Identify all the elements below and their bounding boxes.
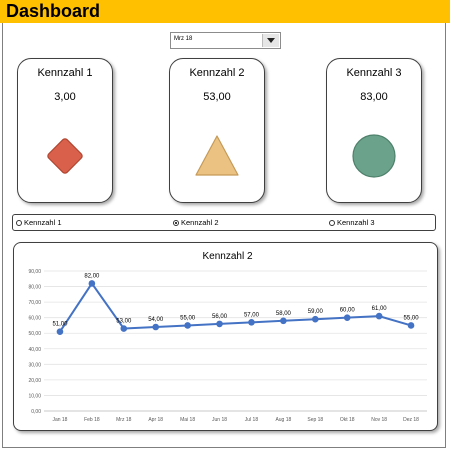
x-tick-label: Dez 18 xyxy=(403,417,419,423)
dashboard-frame xyxy=(2,23,446,448)
chart-title: Kennzahl 2 xyxy=(202,251,252,262)
data-label: 53,00 xyxy=(116,319,132,325)
y-tick-label: 0,00 xyxy=(31,409,41,415)
x-tick-label: Okt 18 xyxy=(340,417,355,423)
line-chart: Kennzahl 2 0,00 10,00 20,00 30,00 40,00 50,00 6… xyxy=(28,251,427,423)
data-point xyxy=(311,315,319,323)
x-tick-label: Nov 18 xyxy=(371,417,387,423)
y-tick-label: 30,00 xyxy=(28,362,41,368)
circle-icon xyxy=(352,134,396,178)
series-line xyxy=(59,281,412,333)
diamond-icon xyxy=(47,138,83,174)
y-tick-label: 70,00 xyxy=(28,300,41,306)
y-tick-label: 60,00 xyxy=(28,316,41,322)
data-label: 82,00 xyxy=(84,273,100,279)
data-point xyxy=(184,322,191,329)
data-point xyxy=(343,314,351,321)
x-tick-label: Jun 18 xyxy=(212,417,227,423)
data-label: 56,00 xyxy=(212,314,228,320)
data-label: 55,00 xyxy=(180,315,196,321)
y-tick-label: 10,00 xyxy=(28,393,41,399)
chart-panel: Kennzahl 2 0,00 10,00 20,00 30,00 40,00 50,00 6… xyxy=(13,242,438,431)
data-point xyxy=(120,325,128,332)
y-tick-label: 80,00 xyxy=(28,285,41,291)
x-tick-label: Mrz 18 xyxy=(116,417,131,423)
data-label: 57,00 xyxy=(244,312,260,318)
kennzahl-radio-group: Kennzahl 1 Kennzahl 2 Kennzahl 3 xyxy=(12,214,436,231)
data-label: 61,00 xyxy=(372,306,388,312)
dashboard-header: Dashboard xyxy=(0,0,450,23)
dropdown-button[interactable] xyxy=(262,34,279,47)
data-point xyxy=(152,323,160,331)
radio-kennzahl-3[interactable]: Kennzahl 3 xyxy=(329,218,375,227)
card-value: 53,00 xyxy=(203,91,231,103)
card-value: 83,00 xyxy=(360,91,388,103)
radio-button-icon[interactable] xyxy=(329,219,335,226)
page-title: Dashboard xyxy=(6,1,101,21)
data-point xyxy=(56,328,64,335)
card-title: Kennzahl 2 xyxy=(189,67,245,79)
y-tick-label: 50,00 xyxy=(28,331,41,337)
x-tick-label: Mai 18 xyxy=(180,417,195,423)
x-tick-label: Feb 18 xyxy=(84,417,100,423)
card-kennzahl-3: Kennzahl 3 83,00 xyxy=(326,58,422,203)
radio-label: Kennzahl 1 xyxy=(24,218,62,227)
card-title: Kennzahl 1 xyxy=(37,67,93,79)
x-tick-label: Apr 18 xyxy=(148,417,163,423)
radio-label: Kennzahl 2 xyxy=(181,218,219,227)
card-value: 3,00 xyxy=(54,91,76,103)
radio-label: Kennzahl 3 xyxy=(337,218,375,227)
card-kennzahl-2: Kennzahl 2 53,00 xyxy=(169,58,265,203)
data-label: 51,00 xyxy=(52,322,68,328)
card-title: Kennzahl 3 xyxy=(346,67,402,79)
data-point xyxy=(280,317,287,325)
x-tick-label: Aug 18 xyxy=(275,417,291,423)
chevron-down-icon xyxy=(267,38,275,43)
data-label: 59,00 xyxy=(308,309,324,315)
month-select-value: Mrz 18 xyxy=(174,36,193,42)
y-tick-label: 90,00 xyxy=(28,269,41,275)
data-label: 54,00 xyxy=(148,317,164,323)
data-point xyxy=(248,319,255,326)
radio-button-icon[interactable] xyxy=(16,219,22,226)
data-point xyxy=(88,280,96,287)
radio-button-selected-icon[interactable] xyxy=(173,219,179,226)
data-label: 58,00 xyxy=(276,311,292,317)
x-tick-label: Sep 18 xyxy=(307,417,323,423)
radio-kennzahl-1[interactable]: Kennzahl 1 xyxy=(16,218,62,227)
month-select[interactable]: Mrz 18 xyxy=(170,32,281,49)
data-point xyxy=(375,312,383,320)
data-point xyxy=(216,320,223,328)
x-tick-label: Jul 18 xyxy=(245,417,259,423)
y-tick-label: 40,00 xyxy=(28,347,41,353)
y-tick-label: 20,00 xyxy=(28,378,41,384)
triangle-icon xyxy=(195,135,239,176)
radio-kennzahl-2[interactable]: Kennzahl 2 xyxy=(173,218,219,227)
data-point xyxy=(407,322,415,329)
x-tick-label: Jan 18 xyxy=(52,417,67,423)
card-kennzahl-1: Kennzahl 1 3,00 xyxy=(17,58,113,203)
data-label: 60,00 xyxy=(340,308,356,314)
data-label: 55,00 xyxy=(404,315,420,321)
